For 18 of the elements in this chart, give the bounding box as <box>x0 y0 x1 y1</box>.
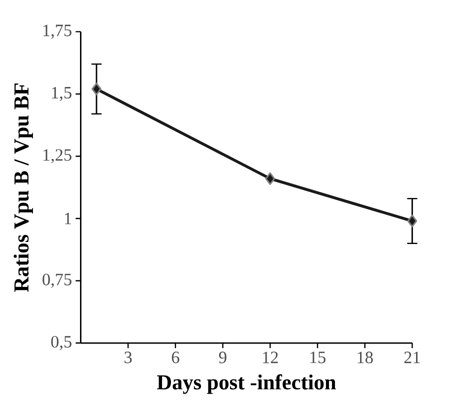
x-tick-label: 12 <box>263 352 278 364</box>
y-tick-label: 1,5 <box>52 86 72 101</box>
x-axis-title: Days post -infection <box>157 374 336 394</box>
x-tick-label: 9 <box>219 352 226 364</box>
y-tick-label: 0,75 <box>42 274 72 288</box>
point <box>407 214 418 228</box>
y-axis-title: Ratios Vpu B / Vpu BF <box>14 83 33 292</box>
x-tick-label: 21 <box>404 352 420 364</box>
x-tick-label: 15 <box>310 352 326 364</box>
point <box>265 172 276 185</box>
y-tick-label: 1 <box>64 212 72 224</box>
y-tick-label: 0,5 <box>51 336 72 350</box>
x-tick-label: 18 <box>358 352 373 364</box>
x-tick-label: 6 <box>172 352 180 364</box>
y-tick-label: 1,75 <box>43 24 72 39</box>
x-tick-label: 3 <box>124 352 132 364</box>
point <box>92 82 102 96</box>
y-tick-label: 1,25 <box>43 149 72 164</box>
